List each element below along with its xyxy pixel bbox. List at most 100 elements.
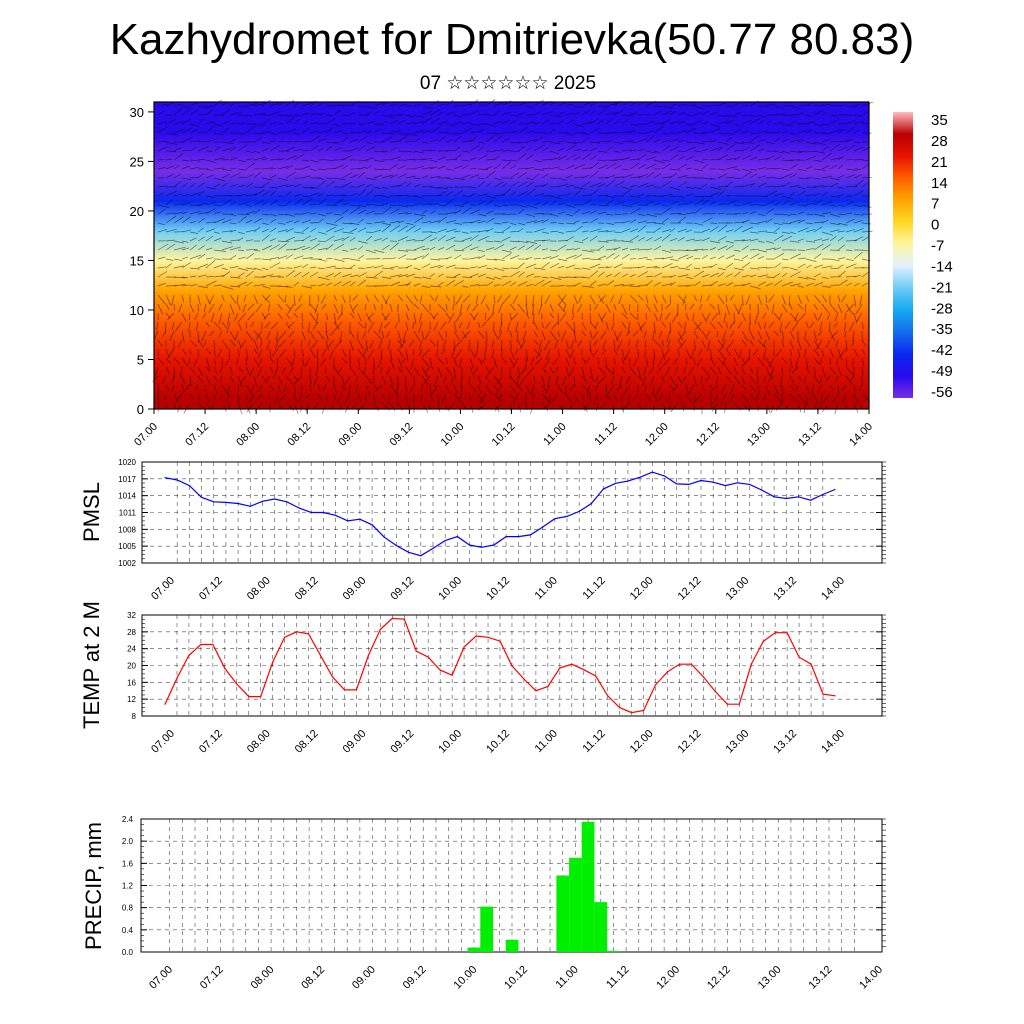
wind-barb <box>277 158 285 161</box>
wind-barb <box>786 402 791 409</box>
wind-barb <box>709 402 714 410</box>
wind-barb <box>365 384 371 396</box>
wind-barb <box>301 357 305 367</box>
wind-barb <box>468 375 471 385</box>
wind-barb <box>396 384 399 394</box>
wind-barb <box>333 216 344 224</box>
wind-barb <box>605 213 613 216</box>
wind-barb <box>386 366 391 375</box>
wind-barb <box>797 339 802 351</box>
wind-barb <box>491 339 495 348</box>
wind-barb <box>861 230 873 233</box>
y-tick-label: 1.2 <box>122 882 134 891</box>
wind-barb <box>509 384 517 393</box>
wind-barb <box>249 366 255 377</box>
wind-barb <box>693 141 705 145</box>
wind-barb <box>677 236 685 242</box>
data-point <box>571 663 573 665</box>
data-point <box>762 640 764 643</box>
wind-barb <box>519 375 527 386</box>
wind-barb <box>337 312 343 320</box>
wind-barb <box>381 267 394 270</box>
wind-barb <box>405 225 416 233</box>
wind-barb <box>613 254 620 260</box>
wind-barb <box>765 357 772 368</box>
wind-barb <box>677 216 686 224</box>
wind-barb <box>768 357 775 368</box>
wind-barb <box>181 256 189 260</box>
data-point <box>176 479 178 481</box>
wind-barb <box>612 312 615 322</box>
data-point <box>383 536 385 538</box>
wind-barb <box>373 238 382 242</box>
wind-barb <box>173 147 182 152</box>
wind-barb <box>637 348 639 358</box>
wind-barb <box>405 204 415 207</box>
wind-barb <box>845 357 848 367</box>
wind-barb <box>317 218 324 224</box>
x-tick-label: 14.00 <box>819 575 847 603</box>
wind-barb <box>621 357 625 365</box>
data-point <box>785 497 787 500</box>
wind-barb <box>261 228 269 233</box>
wind-barb <box>362 366 367 374</box>
wind-barb <box>413 121 425 125</box>
wind-barb <box>819 375 823 384</box>
wind-barb <box>451 348 455 359</box>
wind-barb <box>333 312 337 325</box>
wind-barb <box>389 348 393 361</box>
wind-barb <box>525 348 529 361</box>
wind-barb <box>632 393 639 402</box>
wind-barb <box>461 159 470 162</box>
x-tick-label: 09.00 <box>341 728 369 756</box>
wind-barb <box>485 330 488 341</box>
wind-barb <box>461 127 472 134</box>
wind-barb <box>365 177 377 181</box>
wind-barb <box>771 402 775 413</box>
wind-barb <box>589 118 598 125</box>
wind-barb <box>189 275 197 278</box>
wind-barb <box>389 146 398 152</box>
wind-barb <box>549 330 557 341</box>
wind-barb <box>645 184 655 188</box>
wind-barb <box>221 339 229 350</box>
precip-bar <box>480 906 493 952</box>
wind-barb <box>829 235 837 242</box>
wind-barb <box>829 195 840 198</box>
wind-barb <box>197 263 209 269</box>
wind-barb <box>221 219 232 224</box>
wind-barb <box>733 149 744 152</box>
wind-barb <box>701 140 714 143</box>
wind-barb <box>597 283 606 287</box>
wind-barb <box>349 274 359 278</box>
wind-barb <box>261 312 267 320</box>
colorbar-label: 0 <box>931 217 939 234</box>
wind-barb <box>719 339 727 351</box>
wind-barb <box>352 294 359 301</box>
wind-barb <box>431 384 439 395</box>
wind-barb <box>293 140 301 143</box>
wind-barb <box>181 109 189 116</box>
wind-barb <box>413 375 416 385</box>
wind-barb <box>373 258 381 260</box>
data-point <box>403 618 405 620</box>
data-point <box>505 536 507 538</box>
wind-barb <box>549 276 562 280</box>
wind-barb <box>349 237 356 242</box>
wind-barb <box>237 281 248 287</box>
wind-barb <box>341 236 350 242</box>
wind-barb <box>333 130 343 134</box>
wind-barb <box>549 213 559 217</box>
wind-barb <box>741 141 754 144</box>
wind-barb <box>301 165 311 170</box>
wind-barb <box>421 166 434 170</box>
wind-barb <box>213 218 225 224</box>
wind-barb <box>773 252 784 260</box>
wind-barb <box>661 180 672 188</box>
wind-barb <box>749 132 758 134</box>
wind-barb <box>717 321 723 328</box>
wind-barb <box>453 204 465 207</box>
wind-barb <box>173 216 184 224</box>
x-tick-label: 08.00 <box>234 421 262 449</box>
wind-barb <box>517 402 522 413</box>
